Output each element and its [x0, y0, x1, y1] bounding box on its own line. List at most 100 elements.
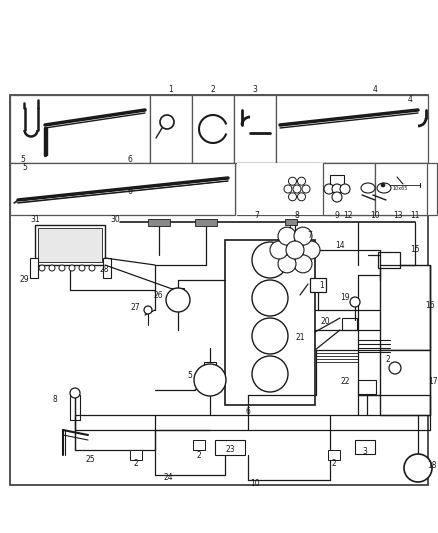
Bar [378, 252, 400, 268]
Circle shape [302, 185, 310, 193]
Bar [276, 95, 428, 163]
Bar [342, 318, 357, 330]
Bar [38, 228, 102, 262]
Bar [237, 163, 277, 215]
Circle shape [59, 265, 65, 271]
Circle shape [294, 227, 312, 245]
Bar [195, 219, 217, 226]
Circle shape [194, 364, 226, 396]
Bar [310, 278, 326, 292]
Text: 27: 27 [130, 303, 140, 312]
Text: 19: 19 [340, 294, 350, 303]
Bar [380, 265, 430, 350]
Text: 14: 14 [335, 240, 345, 249]
Circle shape [297, 177, 305, 185]
Bar [317, 163, 357, 215]
Text: 13: 13 [393, 211, 403, 220]
Text: 16: 16 [425, 301, 435, 310]
Text: 22: 22 [340, 377, 350, 386]
Bar [234, 95, 276, 163]
Bar [10, 95, 150, 163]
Text: 31: 31 [30, 215, 39, 224]
Bar [403, 177, 421, 191]
Bar [10, 95, 428, 485]
Circle shape [332, 184, 342, 194]
Bar [10, 163, 235, 215]
Text: 18: 18 [427, 461, 437, 470]
Text: 6: 6 [127, 188, 132, 197]
Text: 10: 10 [370, 211, 380, 220]
Bar [397, 163, 437, 215]
Circle shape [79, 265, 85, 271]
Circle shape [39, 265, 45, 271]
Circle shape [252, 356, 288, 392]
Text: 21: 21 [295, 334, 305, 343]
Text: 9: 9 [335, 211, 339, 220]
Circle shape [89, 265, 95, 271]
Text: 3: 3 [253, 85, 258, 94]
Text: 8: 8 [295, 211, 300, 220]
Text: 1: 1 [169, 85, 173, 94]
Circle shape [144, 306, 152, 314]
Text: 29: 29 [20, 276, 30, 285]
Circle shape [289, 177, 297, 185]
Text: 17: 17 [428, 377, 438, 386]
Text: 4: 4 [373, 85, 378, 94]
Text: 24: 24 [163, 473, 173, 482]
Bar [192, 95, 234, 163]
Bar [330, 175, 344, 185]
Text: 2: 2 [211, 85, 215, 94]
Bar [215, 440, 245, 455]
Text: 1: 1 [320, 280, 325, 289]
Bar [323, 163, 375, 215]
Bar [130, 450, 142, 460]
Text: 20: 20 [320, 318, 330, 327]
Text: 4: 4 [408, 95, 413, 104]
Text: 11: 11 [410, 211, 420, 220]
Circle shape [350, 297, 360, 307]
Bar [148, 219, 170, 226]
Text: 6: 6 [127, 156, 132, 165]
Text: 25: 25 [85, 456, 95, 464]
Circle shape [252, 242, 288, 278]
Text: 28: 28 [100, 265, 110, 274]
Text: 8: 8 [53, 395, 57, 405]
Circle shape [340, 184, 350, 194]
Text: 26: 26 [153, 290, 163, 300]
Bar [30, 258, 38, 278]
Bar [237, 163, 427, 215]
Bar [237, 163, 427, 215]
Circle shape [70, 388, 80, 398]
Bar [193, 440, 205, 450]
Ellipse shape [377, 183, 391, 193]
Ellipse shape [361, 183, 375, 193]
Circle shape [381, 183, 385, 187]
Circle shape [293, 185, 301, 193]
Text: 12: 12 [343, 211, 353, 220]
Circle shape [389, 362, 401, 374]
Text: 2: 2 [332, 458, 336, 467]
Bar [285, 219, 297, 225]
Bar [150, 95, 192, 163]
Circle shape [160, 115, 174, 129]
Text: 10: 10 [250, 479, 260, 488]
Bar [380, 350, 430, 415]
Circle shape [270, 241, 288, 259]
Text: 7: 7 [254, 211, 259, 220]
Text: 6: 6 [246, 408, 251, 416]
Circle shape [324, 184, 334, 194]
Circle shape [166, 288, 190, 312]
Bar [172, 288, 184, 298]
Text: 5: 5 [20, 156, 25, 165]
Bar [225, 240, 315, 405]
Text: 30: 30 [110, 215, 120, 224]
Bar [35, 225, 105, 265]
Circle shape [294, 255, 312, 273]
Text: 2: 2 [197, 450, 201, 459]
Bar [103, 258, 111, 278]
Circle shape [404, 454, 432, 482]
Bar [247, 180, 267, 198]
Bar [277, 163, 317, 215]
Circle shape [252, 280, 288, 316]
Text: 3: 3 [363, 448, 367, 456]
